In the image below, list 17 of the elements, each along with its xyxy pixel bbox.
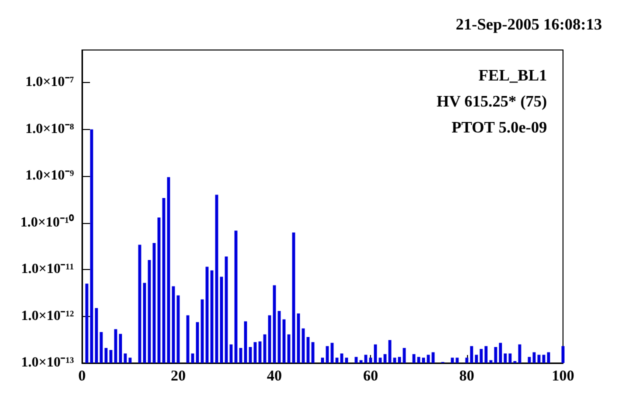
y-tick-label: 1.0×10⁻¹⁰ bbox=[20, 213, 74, 230]
annotation: HV 615.25* (75) bbox=[436, 94, 547, 110]
y-tick-label: 1.0×10⁻⁹ bbox=[25, 168, 74, 184]
x-tick-label: 100 bbox=[552, 368, 574, 384]
annotation: PTOT 5.0e-09 bbox=[452, 120, 547, 136]
y-tick-label: 1.0×10⁻¹³ bbox=[21, 356, 74, 370]
chart-title: 21-Sep-2005 16:08:13 bbox=[456, 16, 602, 34]
x-tick-label: 20 bbox=[170, 368, 186, 384]
y-tick-label: 1.0×10⁻⁸ bbox=[25, 122, 74, 137]
x-tick-label: 0 bbox=[78, 368, 86, 384]
annotation: FEL_BL1 bbox=[478, 68, 547, 84]
y-tick-label: 1.0×10⁻⁷ bbox=[25, 75, 74, 90]
y-tick-label: 1.0×10⁻¹² bbox=[21, 308, 74, 324]
x-tick-label: 80 bbox=[459, 368, 474, 384]
x-tick-label: 60 bbox=[363, 368, 378, 384]
y-tick-label: 1.0×10⁻¹¹ bbox=[21, 262, 74, 278]
x-tick-label: 40 bbox=[266, 368, 282, 384]
